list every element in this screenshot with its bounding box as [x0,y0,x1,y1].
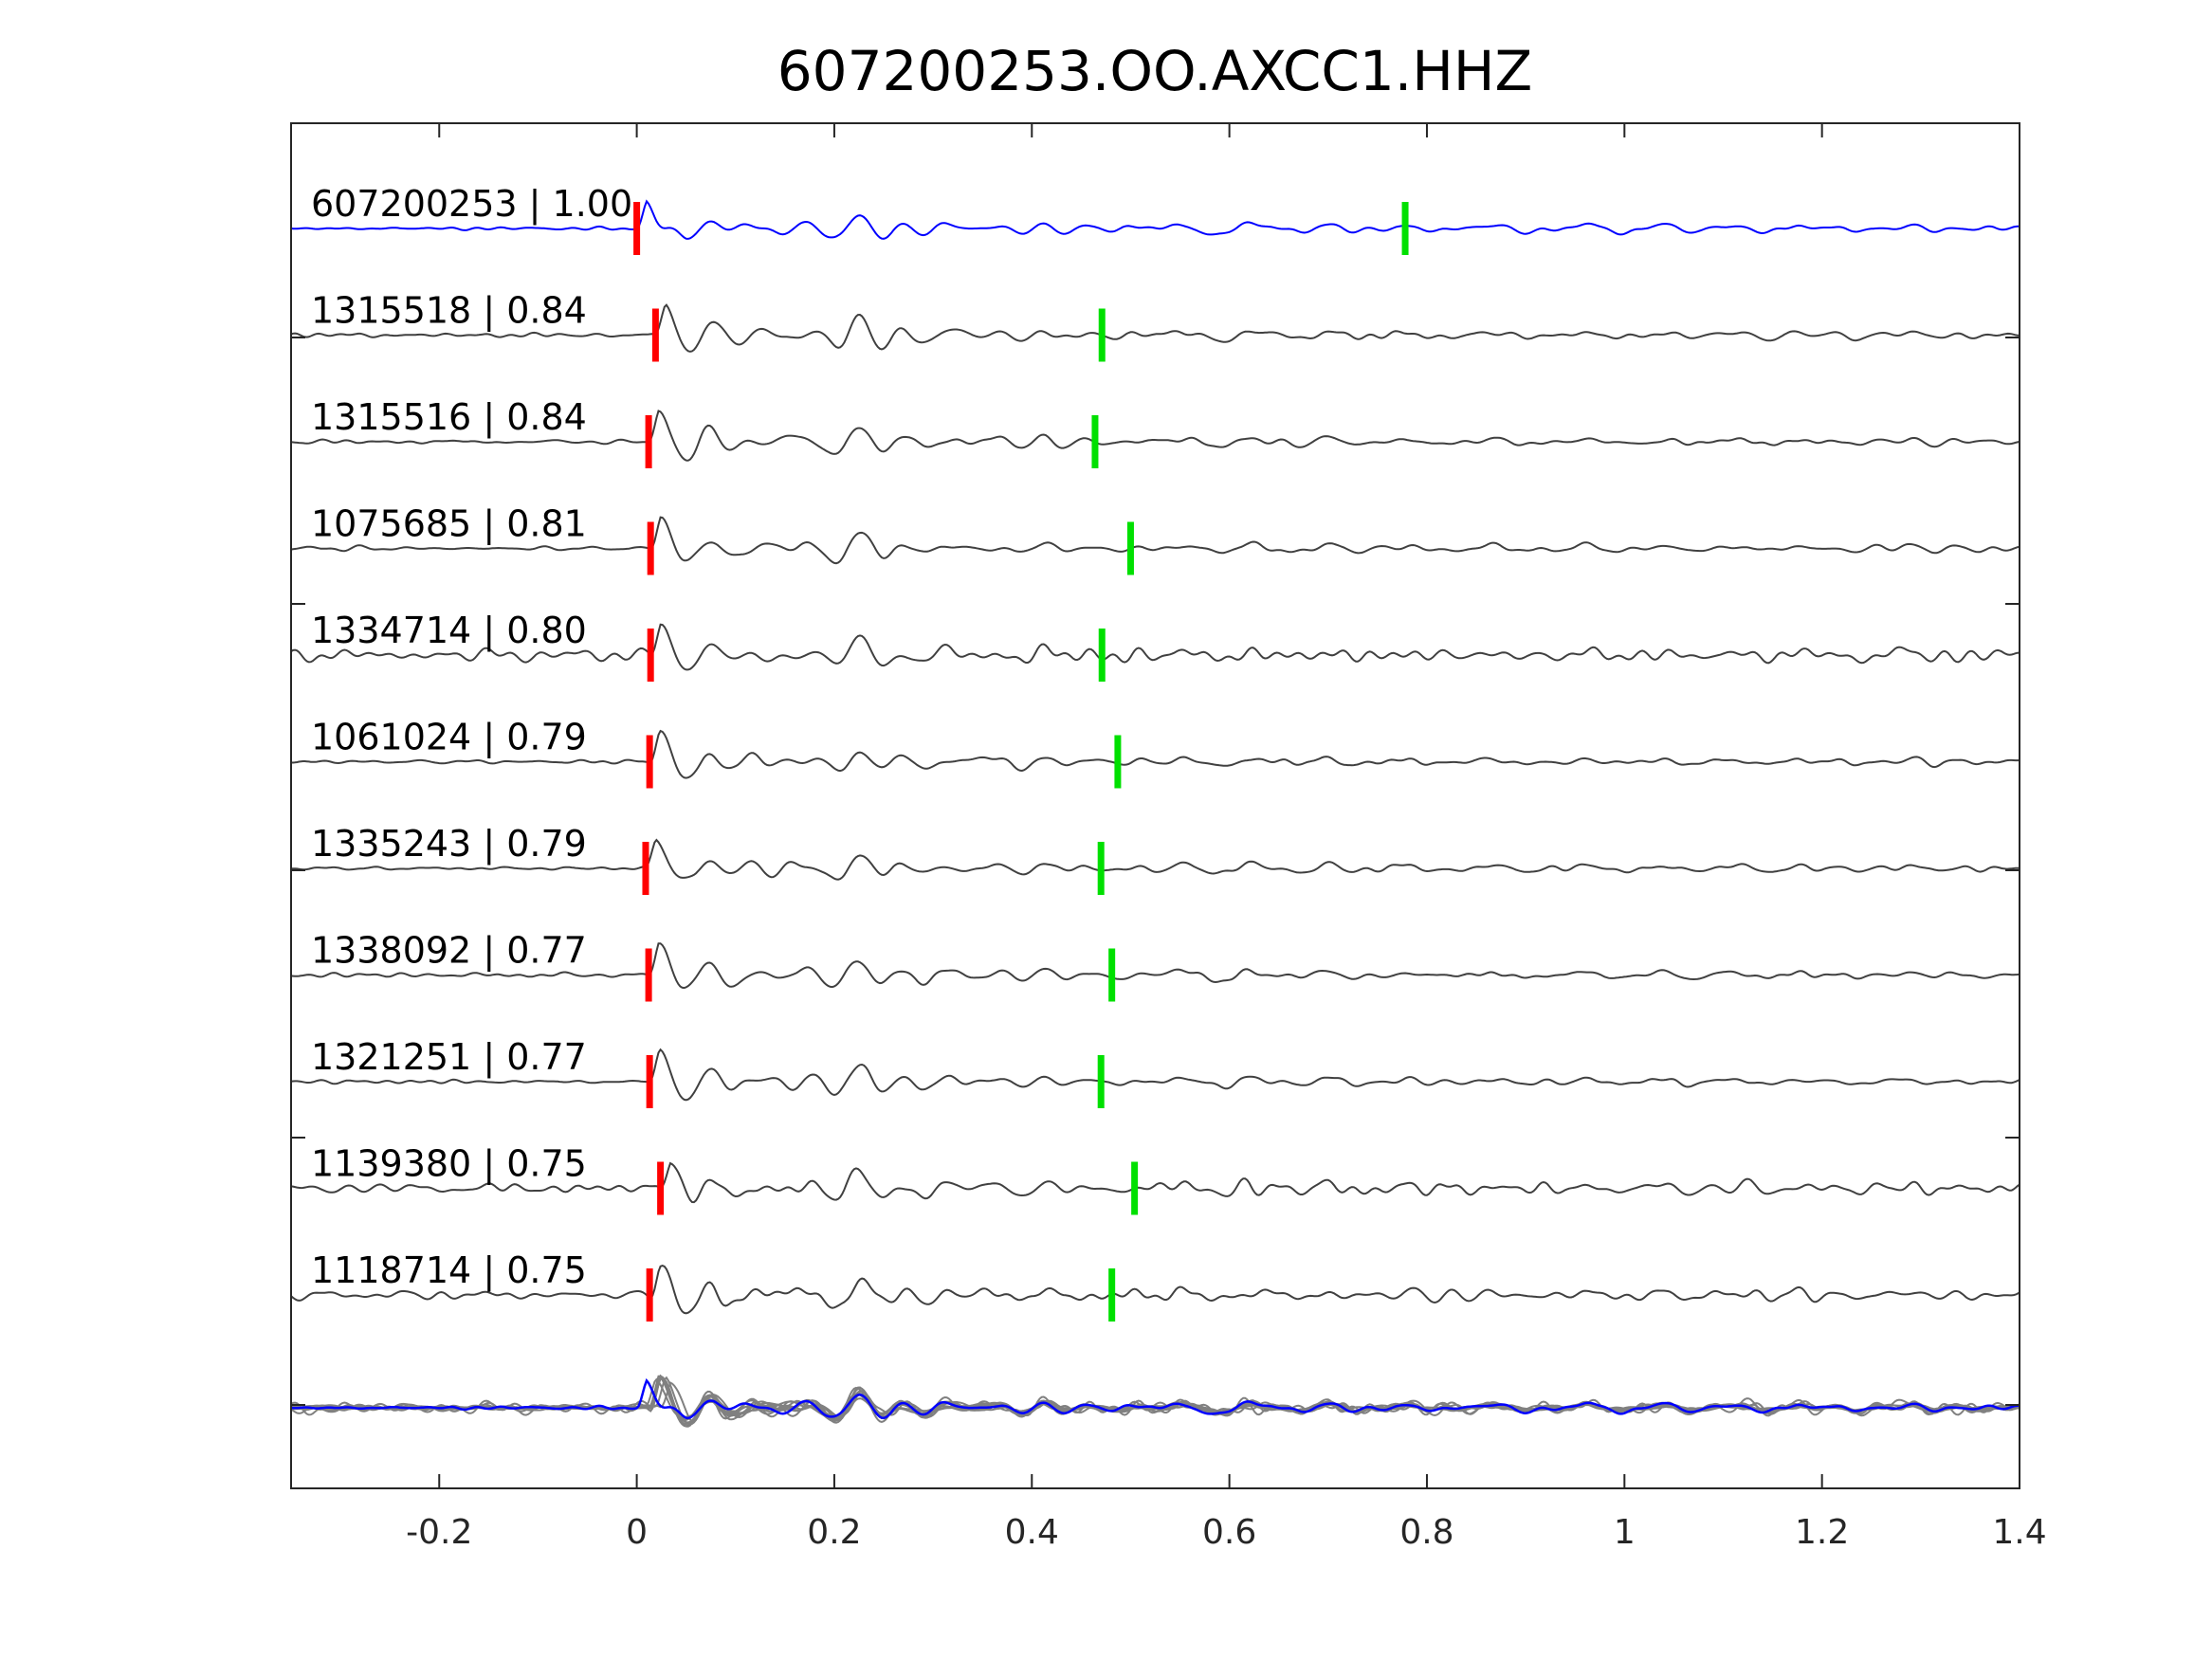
trace-label: 1321251 | 0.77 [311,1036,587,1079]
trace-label: 1334714 | 0.80 [311,610,587,652]
axes-frame [290,122,2020,1489]
waveform-line [290,1048,2020,1102]
trace-1315518: 1315518 | 0.84 [290,290,2020,362]
stack-trace-1315516 [290,1376,2020,1428]
trace-1118714: 1118714 | 0.75 [290,1249,2020,1322]
trace-label: 1335243 | 0.79 [311,823,587,866]
chart-title: 607200253.OO.AXCC1.HHZ [777,39,1532,103]
trace-label: 1315516 | 0.84 [311,396,587,439]
x-tick-label: 1.2 [1795,1513,1849,1552]
stack-trace-1338092 [290,1375,2020,1422]
stack-trace-1118714 [290,1377,2020,1428]
trace-1338092: 1338092 | 0.77 [290,930,2020,1002]
stack-trace-1321251 [290,1374,2020,1428]
trace-1335243: 1335243 | 0.79 [290,823,2020,895]
axis-ticks: -0.2 0 0.2 0.4 0.6 0.8 1 1.2 1.4 [291,123,2047,1552]
trace-1061024: 1061024 | 0.79 [290,717,2020,789]
x-tick-label: -0.2 [406,1513,472,1552]
waveform-line [290,623,2020,671]
stack-trace-1139380 [290,1381,2020,1423]
x-tick-label: 0 [626,1513,648,1552]
trace-label: 1338092 | 0.77 [311,930,587,973]
trace-1315516: 1315516 | 0.84 [290,396,2020,468]
stack-trace-1334714 [290,1376,2020,1424]
trace-607200253: 607200253 | 1.00 [290,183,2020,255]
waveform-line [290,199,2020,240]
x-tick-label: 0.6 [1202,1513,1256,1552]
trace-1075685: 1075685 | 0.81 [290,503,2020,575]
stack-trace-1315518 [290,1376,2020,1426]
waveform-line [290,729,2020,779]
x-tick-label: 0.2 [807,1513,861,1552]
trace-1334714: 1334714 | 0.80 [290,610,2020,682]
trace-label: 1118714 | 0.75 [311,1249,587,1292]
x-tick-label: 0.8 [1399,1513,1453,1552]
trace-label: 1139380 | 0.75 [311,1143,587,1186]
x-tick-label: 1 [1614,1513,1636,1552]
waveform-line [290,838,2020,881]
waveform-line [290,410,2020,462]
trace-label: 1315518 | 0.84 [311,290,587,333]
x-tick-label: 1.4 [1992,1513,2046,1552]
waveform-line [290,1161,2020,1204]
trace-label: 1061024 | 0.79 [311,717,587,759]
stack-trace-1061024 [290,1376,2020,1426]
trace-label: 1075685 | 0.81 [311,503,587,546]
waveform-line [290,942,2020,990]
x-tick-label: 0.4 [1005,1513,1059,1552]
waveform-line [290,516,2020,565]
trace-label: 607200253 | 1.00 [311,183,632,226]
traces-layer: 607200253 | 1.00 1315518 | 0.84 1315516 | … [290,183,2020,1428]
stack-template-trace [290,1377,2020,1420]
waveform-line [290,303,2020,353]
waveform-line [290,1265,2020,1315]
trace-1321251: 1321251 | 0.77 [290,1036,2020,1108]
trace-1139380: 1139380 | 0.75 [290,1143,2020,1215]
stack-trace-1075685 [290,1375,2020,1424]
